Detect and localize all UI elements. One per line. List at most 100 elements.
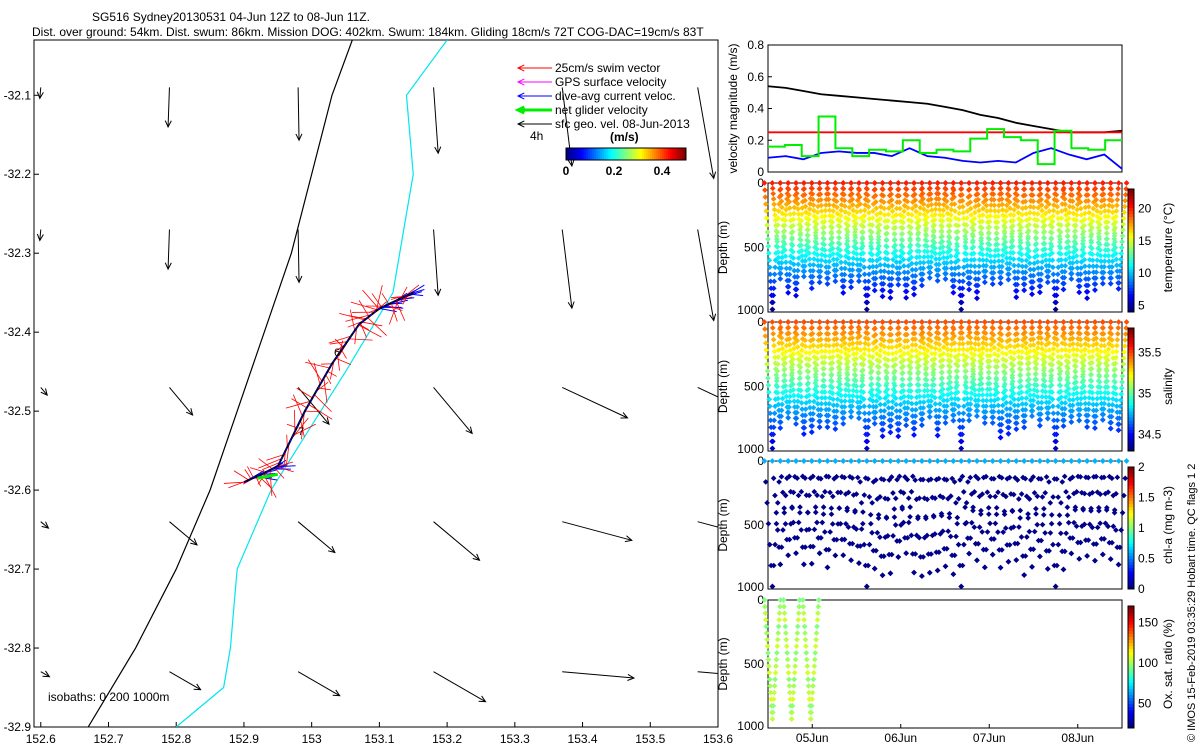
data-point [1085,276,1092,282]
colorbar-cell [1128,618,1134,622]
data-point [919,190,926,197]
data-point [1123,319,1130,325]
colorbar-cell [1128,426,1134,430]
sfc-velocity-arrow [40,671,50,678]
data-point [1015,402,1021,409]
data-point [888,197,895,203]
swim-vector [323,377,328,403]
colorbar-cell [1128,518,1134,523]
data-point [803,215,810,221]
data-point [887,325,894,332]
data-point [867,233,874,240]
data-point [940,207,947,213]
data-point [866,541,873,548]
swim-vector [390,302,398,322]
data-point [861,403,867,410]
data-point [993,504,1000,511]
data-point [1013,426,1020,432]
data-point [991,208,998,214]
data-point [783,265,790,272]
data-point [778,473,785,480]
data-point [776,610,783,617]
data-point [926,180,933,186]
data-point [968,212,975,218]
swim-vector [395,300,406,321]
data-point [788,716,795,722]
data-point [835,216,841,223]
data-point [816,279,823,286]
colorbar-cell [680,148,683,160]
data-point [871,458,878,464]
data-point [990,270,997,276]
data-point [801,186,808,192]
data-point [1100,325,1106,331]
data-point [769,325,776,331]
data-point [801,268,808,275]
data-point [890,219,897,226]
data-point [770,285,777,292]
data-point [810,267,816,274]
sfc-velocity-arrow [562,386,628,419]
data-point [1038,265,1045,271]
colorbar-tick: 35.5 [1138,346,1162,360]
data-point [1119,373,1126,379]
day-label: 6 [334,347,340,359]
data-point [1068,276,1075,282]
data-point [926,458,933,464]
swim-vector [358,323,370,331]
velocity-ylabel: velocity magnitude (m/s) [726,43,740,173]
colorbar-cell [578,148,581,160]
data-point [818,202,825,209]
data-point [762,194,769,200]
data-point [848,185,855,192]
y-tick-label: -32.5 [4,404,32,418]
swim-vector [290,417,309,440]
data-point [1017,233,1023,240]
data-point [935,185,941,192]
colorbar-cell [1128,435,1134,440]
data-point [1045,273,1052,280]
colorbar-cell [1128,198,1134,202]
data-point [883,231,889,237]
data-point [1122,197,1129,204]
data-point [1005,186,1012,193]
colorbar-cell [1128,546,1134,550]
data-point [1006,424,1012,431]
data-point [929,207,935,213]
data-point [1099,180,1106,186]
colorbar-cell [664,148,667,160]
colorbar-cell [1128,386,1134,390]
data-point [800,610,807,617]
data-point [817,185,823,192]
data-point [1001,223,1007,229]
data-point [1076,186,1083,193]
data-point [976,207,982,214]
data-point [791,669,798,676]
colorbar-cell [568,148,571,160]
data-point [1005,558,1012,565]
colorbar-cell [1128,540,1134,544]
data-point [825,269,832,276]
data-point [966,417,972,424]
colorbar-tick: 0.2 [606,164,623,178]
data-point [763,208,770,214]
data-point [1025,371,1032,378]
data-point [1013,186,1020,192]
data-point [1071,222,1078,229]
data-point [1085,282,1091,289]
data-point [963,499,970,506]
data-point [950,283,957,290]
data-point [797,232,804,238]
data-point [810,202,817,208]
data-point [1056,512,1063,519]
data-point [977,218,983,225]
data-point [830,251,836,257]
colorbar-cell [1128,488,1134,492]
colorbar-cell [1128,228,1134,233]
depth-ylabel: Depth (m) [716,221,730,274]
data-point [880,192,887,199]
colorbar-cell [1128,444,1134,449]
data-point [1094,257,1101,264]
data-point [825,264,832,270]
data-point [1061,268,1068,275]
